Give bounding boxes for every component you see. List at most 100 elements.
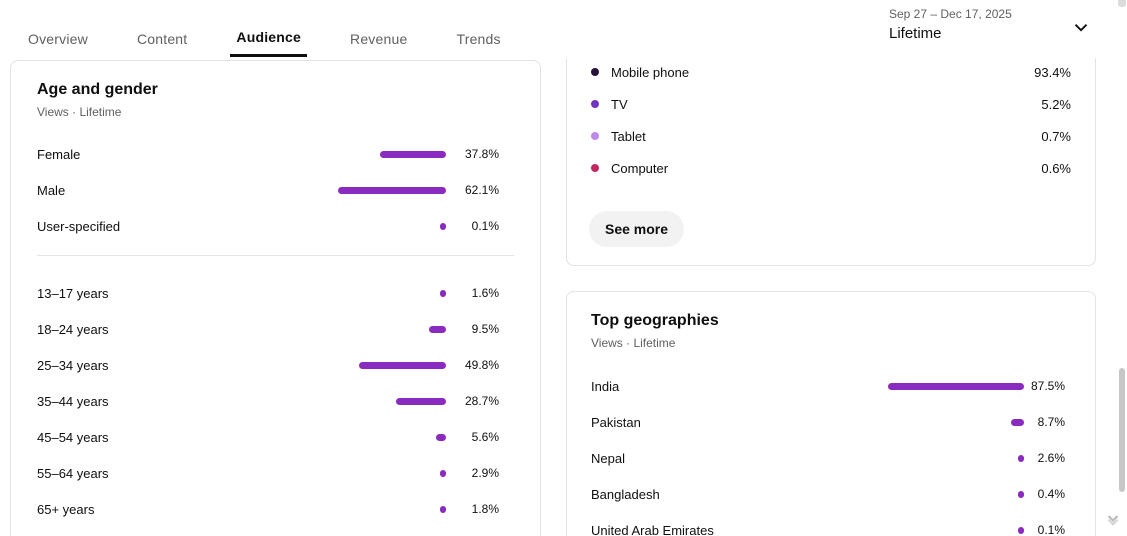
bar-zone <box>874 526 1024 534</box>
bar <box>440 469 446 477</box>
geographies-card-head: Top geographies Views · Lifetime <box>591 312 719 350</box>
legend-dot <box>591 68 599 76</box>
gender-rows: Female 37.8% Male 62.1% User-specified 0.1% <box>37 136 514 244</box>
bar <box>396 397 446 405</box>
row-label: TV <box>611 96 628 112</box>
row-value: 1.6% <box>471 286 499 300</box>
legend-dot <box>591 100 599 108</box>
row-value: 1.8% <box>471 502 499 516</box>
row-value: 49.8% <box>464 358 499 372</box>
stat-row: 55–64 years 2.9% <box>37 455 514 491</box>
stat-row: Female 37.8% <box>37 136 514 172</box>
legend-dot <box>591 164 599 172</box>
analytics-tabs: Overview Content Audience Revenue Trends <box>22 28 507 57</box>
legend-dot <box>591 132 599 140</box>
date-range-label: Sep 27 – Dec 17, 2025 <box>889 7 1012 21</box>
row-label: Computer <box>611 160 669 176</box>
age-rows: 13–17 years 1.6% 18–24 years 9.5% 25–34 year… <box>37 275 514 527</box>
row-label: 25–34 years <box>37 357 109 373</box>
bar <box>337 186 446 194</box>
device-row: Computer 0.6% <box>591 152 1071 184</box>
bar-zone <box>261 505 446 513</box>
bar <box>440 289 446 297</box>
bar-zone <box>261 433 446 441</box>
bar <box>1018 526 1024 534</box>
row-label: 65+ years <box>37 501 95 517</box>
row-value: 0.1% <box>471 219 499 233</box>
row-value: 8.7% <box>1037 415 1065 429</box>
device-row: Mobile phone 93.4% <box>591 56 1071 88</box>
row-value: 0.7% <box>1041 128 1071 144</box>
bar-zone <box>261 289 446 297</box>
scroll-down-icon[interactable] <box>1104 510 1122 528</box>
age-gender-card: Age and gender Views · Lifetime Female 37… <box>10 60 541 536</box>
row-label: Bangladesh <box>591 486 660 502</box>
bar-zone <box>261 222 446 230</box>
row-value: 2.6% <box>1037 451 1065 465</box>
row-label: United Arab Emirates <box>591 522 714 536</box>
row-value: 0.4% <box>1037 487 1065 501</box>
age-gender-rows: Female 37.8% Male 62.1% User-specified 0.1% 1… <box>37 136 514 527</box>
row-value: 87.5% <box>1030 379 1065 393</box>
bar <box>440 222 446 230</box>
stat-row: 13–17 years 1.6% <box>37 275 514 311</box>
bar <box>429 325 446 333</box>
stat-row: User-specified 0.1% <box>37 208 514 244</box>
row-value: 28.7% <box>464 394 499 408</box>
see-more-button[interactable]: See more <box>589 211 685 247</box>
stat-row: India 87.5% <box>591 368 1071 404</box>
bar <box>440 505 446 513</box>
tab-content[interactable]: Content <box>131 28 193 57</box>
row-label: Tablet <box>611 128 646 144</box>
row-label: Mobile phone <box>611 64 690 80</box>
row-value: 37.8% <box>464 147 499 161</box>
card-title: Age and gender <box>37 81 158 98</box>
bar-zone <box>874 490 1024 498</box>
section-divider <box>37 255 514 256</box>
stat-row: Male 62.1% <box>37 172 514 208</box>
card-title: Top geographies <box>591 312 719 329</box>
analytics-header: Overview Content Audience Revenue Trends… <box>0 0 1117 58</box>
bar-zone <box>261 361 446 369</box>
stat-row: 45–54 years 5.6% <box>37 419 514 455</box>
period-label: Lifetime <box>889 25 942 42</box>
row-label: Female <box>37 146 81 162</box>
scrollbar-track[interactable] <box>1117 0 1127 536</box>
stat-row: Pakistan 8.7% <box>591 404 1071 440</box>
tab-revenue[interactable]: Revenue <box>344 28 413 57</box>
bar-zone <box>261 469 446 477</box>
bar <box>1018 490 1024 498</box>
row-value: 0.6% <box>1041 160 1071 176</box>
stat-row: Bangladesh 0.4% <box>591 476 1071 512</box>
bar-zone <box>261 186 446 194</box>
chevron-down-icon[interactable] <box>1070 16 1092 38</box>
card-subtitle: Views · Lifetime <box>37 105 122 119</box>
stat-row: Nepal 2.6% <box>591 440 1071 476</box>
row-value: 2.9% <box>471 466 499 480</box>
stat-row: 18–24 years 9.5% <box>37 311 514 347</box>
stat-row: United Arab Emirates 0.1% <box>591 512 1071 536</box>
bar-zone <box>874 382 1024 390</box>
row-label: Nepal <box>591 450 625 466</box>
row-label: 18–24 years <box>37 321 109 337</box>
bar <box>1010 418 1024 426</box>
bar <box>380 150 446 158</box>
tab-overview[interactable]: Overview <box>22 28 94 57</box>
row-value: 93.4% <box>1034 64 1071 80</box>
date-range-selector[interactable]: Sep 27 – Dec 17, 2025 Lifetime <box>889 7 1012 42</box>
stat-row: 65+ years 1.8% <box>37 491 514 527</box>
row-label: India <box>591 378 620 394</box>
row-label: Male <box>37 182 66 198</box>
scrollbar-thumb[interactable] <box>1119 368 1125 492</box>
bar <box>359 361 446 369</box>
stat-row: 25–34 years 49.8% <box>37 347 514 383</box>
row-label: 55–64 years <box>37 465 109 481</box>
row-label: 35–44 years <box>37 393 109 409</box>
tab-trends[interactable]: Trends <box>450 28 506 57</box>
bar-zone <box>874 418 1024 426</box>
tab-audience[interactable]: Audience <box>230 28 308 57</box>
stat-row: 35–44 years 28.7% <box>37 383 514 419</box>
scrollbar-top-stub <box>1118 0 1126 7</box>
bar-zone <box>261 325 446 333</box>
